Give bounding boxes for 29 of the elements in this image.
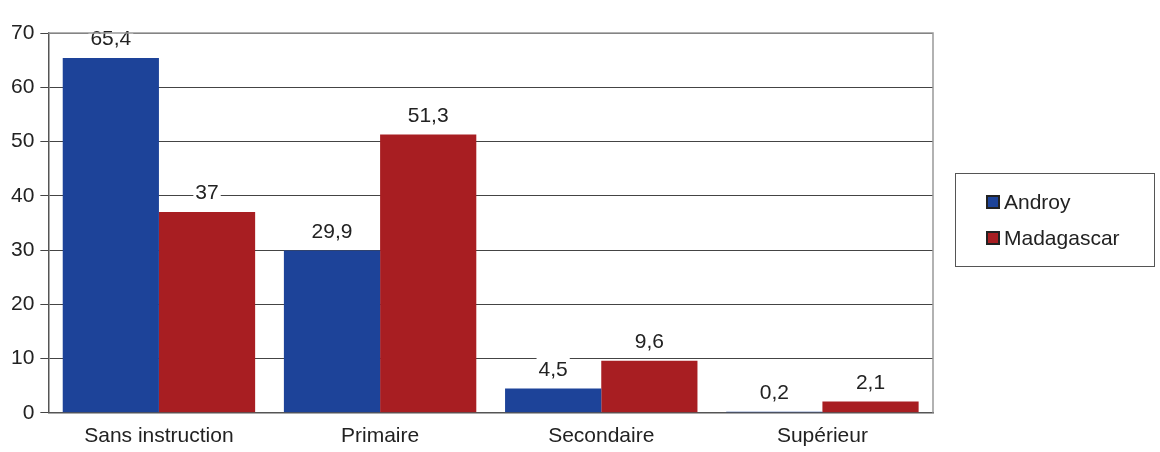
y-tick-label: 50 [11,128,35,152]
data-label: 0,2 [759,380,789,404]
bar [505,388,602,413]
legend-label: Madagascar [1004,226,1120,250]
y-tick-label: 40 [11,182,35,206]
legend-label: Androy [1004,190,1071,214]
x-tick-label: Sans instruction [84,423,234,447]
bar [158,212,256,413]
x-tick-label: Supérieur [776,423,868,447]
y-tick-label: 0 [22,399,35,423]
bar [283,250,381,413]
data-label: 9,6 [634,329,664,353]
y-tick-label: 10 [11,345,35,369]
data-label: 4,5 [538,356,568,380]
y-tick-label: 70 [11,19,35,43]
y-tick-label: 20 [11,291,35,315]
bar [380,134,477,413]
data-label: 65,4 [90,26,132,50]
x-tick-label: Primaire [341,423,420,447]
data-label: 51,3 [407,102,449,126]
data-label: 29,9 [311,218,353,242]
x-tick-label: Secondaire [548,423,655,447]
y-tick-label: 30 [11,236,35,260]
bar [822,401,919,413]
bar [601,360,698,413]
data-label: 37 [195,180,219,204]
bar [62,57,159,413]
y-tick-label: 60 [11,74,35,98]
data-label: 2,1 [855,369,886,393]
